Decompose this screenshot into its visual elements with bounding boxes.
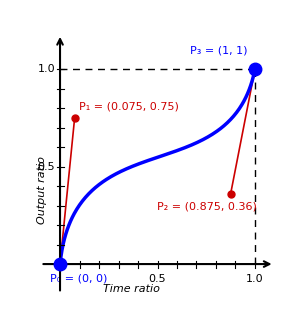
Text: Output ratio: Output ratio — [38, 156, 47, 224]
Text: P₂ = (0.875, 0.36): P₂ = (0.875, 0.36) — [157, 202, 256, 212]
Text: P₃ = (1, 1): P₃ = (1, 1) — [190, 45, 247, 55]
Text: 1.0: 1.0 — [246, 274, 264, 284]
Text: Time ratio: Time ratio — [103, 284, 160, 293]
Text: 0.5: 0.5 — [149, 274, 166, 284]
Text: 0.5: 0.5 — [38, 162, 55, 172]
Text: P₀ = (0, 0): P₀ = (0, 0) — [50, 274, 108, 284]
Text: 1.0: 1.0 — [38, 64, 55, 74]
Text: P₁ = (0.075, 0.75): P₁ = (0.075, 0.75) — [79, 102, 178, 112]
